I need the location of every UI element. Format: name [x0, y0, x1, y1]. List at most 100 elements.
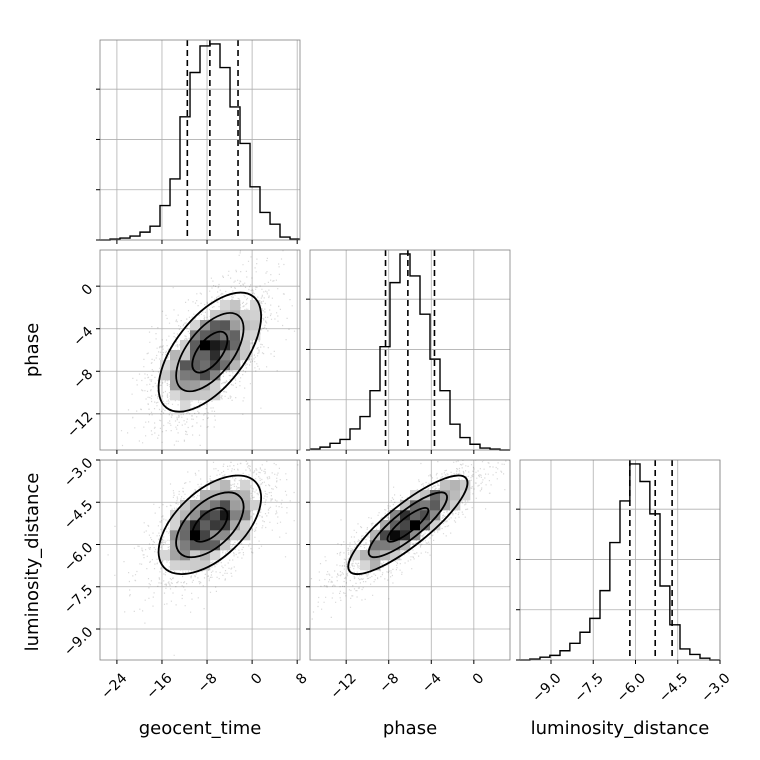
- density-cell: [170, 360, 181, 371]
- density-cell: [230, 510, 241, 521]
- density-cell: [180, 520, 191, 531]
- density-cell: [240, 480, 251, 491]
- y-axis-label-luminosity-distance: luminosity_distance: [22, 473, 43, 652]
- contour-line: [191, 330, 229, 374]
- panel-frame: [99, 249, 301, 451]
- density-cell: [180, 360, 191, 371]
- density-cell: [370, 560, 381, 571]
- density-cell: [180, 510, 191, 521]
- density-cell: [230, 320, 241, 331]
- panel-frame: [99, 459, 301, 661]
- density-cell: [230, 520, 241, 531]
- density-cell: [180, 560, 191, 571]
- density-cell: [410, 520, 421, 531]
- density-cell: [410, 510, 421, 521]
- panel-luminosity-distance-vs-geocent-time: [96, 459, 301, 664]
- density-cell: [230, 330, 241, 341]
- density-cell: [160, 370, 171, 381]
- density-cell: [170, 350, 181, 361]
- density-cell: [240, 340, 251, 351]
- density-cell: [190, 360, 201, 371]
- density-cell: [200, 370, 211, 381]
- contour-line: [386, 506, 430, 543]
- density-cell: [230, 500, 241, 511]
- hist-panel-phase: [306, 249, 511, 454]
- density-cell: [190, 560, 201, 571]
- density-cell: [200, 330, 211, 341]
- density-cell: [420, 490, 431, 501]
- density-cell: [460, 490, 471, 501]
- density-cell: [180, 550, 191, 561]
- density-cell: [200, 350, 211, 361]
- density-cell: [210, 310, 221, 321]
- density-cell: [370, 540, 381, 551]
- density-cell: [220, 350, 231, 361]
- panel-luminosity-distance-vs-phase: [306, 459, 511, 664]
- density-cell: [220, 320, 231, 331]
- density-cell: [210, 330, 221, 341]
- density-cell: [230, 340, 241, 351]
- density-cell: [400, 520, 411, 531]
- density-cell: [210, 340, 221, 351]
- density-cell: [190, 370, 201, 381]
- density-cell: [200, 340, 211, 351]
- density-cell: [170, 370, 181, 381]
- density-cell: [180, 370, 191, 381]
- density-cell: [210, 320, 221, 331]
- density-cell: [240, 320, 251, 331]
- density-cell: [380, 520, 391, 531]
- density-cell: [180, 340, 191, 351]
- density-cell: [190, 380, 201, 391]
- density-cell: [210, 480, 221, 491]
- density-cell: [380, 540, 391, 551]
- y-axis-label-phase: phase: [22, 323, 43, 377]
- density-cell: [210, 550, 221, 561]
- panel-phase-vs-geocent-time: [96, 249, 301, 454]
- density-cell: [450, 490, 461, 501]
- density-cell: [450, 500, 461, 511]
- density-cell: [220, 340, 231, 351]
- density-cell: [170, 530, 181, 541]
- density-cell: [440, 480, 451, 491]
- density-cell: [240, 500, 251, 511]
- density-cell: [160, 360, 171, 371]
- contour-line: [367, 491, 448, 559]
- density-cell: [200, 540, 211, 551]
- x-axis-label-geocent-time: geocent_time: [139, 718, 262, 739]
- density-cell: [220, 300, 231, 311]
- density-cell: [230, 310, 241, 321]
- density-cell: [430, 490, 441, 501]
- density-cell: [190, 320, 201, 331]
- density-cell: [250, 330, 261, 341]
- density-cell: [390, 510, 401, 521]
- density-cell: [200, 390, 211, 401]
- density-cell: [240, 350, 251, 361]
- density-cell: [220, 500, 231, 511]
- density-cell: [180, 350, 191, 361]
- density-cell: [240, 310, 251, 321]
- density-cell: [170, 510, 181, 521]
- density-cell: [210, 510, 221, 521]
- density-cell: [250, 300, 261, 311]
- density-cell: [220, 510, 231, 521]
- density-cell: [190, 390, 201, 401]
- density-cell: [250, 310, 261, 321]
- density-cell: [160, 550, 171, 561]
- histogram-phase: [310, 253, 510, 451]
- density-cell: [240, 330, 251, 341]
- density-cell: [200, 520, 211, 531]
- panel-frame: [309, 459, 511, 661]
- panel-content: [100, 460, 300, 660]
- density-cell: [170, 540, 181, 551]
- density-cell: [200, 380, 211, 391]
- density-cell: [220, 480, 231, 491]
- density-cell: [200, 360, 211, 371]
- density-cell: [170, 380, 181, 391]
- density-cell: [240, 520, 251, 531]
- panel-content: [100, 250, 300, 450]
- x-axis-label-luminosity-distance: luminosity_distance: [531, 718, 710, 739]
- density-cell: [170, 560, 181, 571]
- density-cell: [220, 530, 231, 541]
- density-cell: [220, 490, 231, 501]
